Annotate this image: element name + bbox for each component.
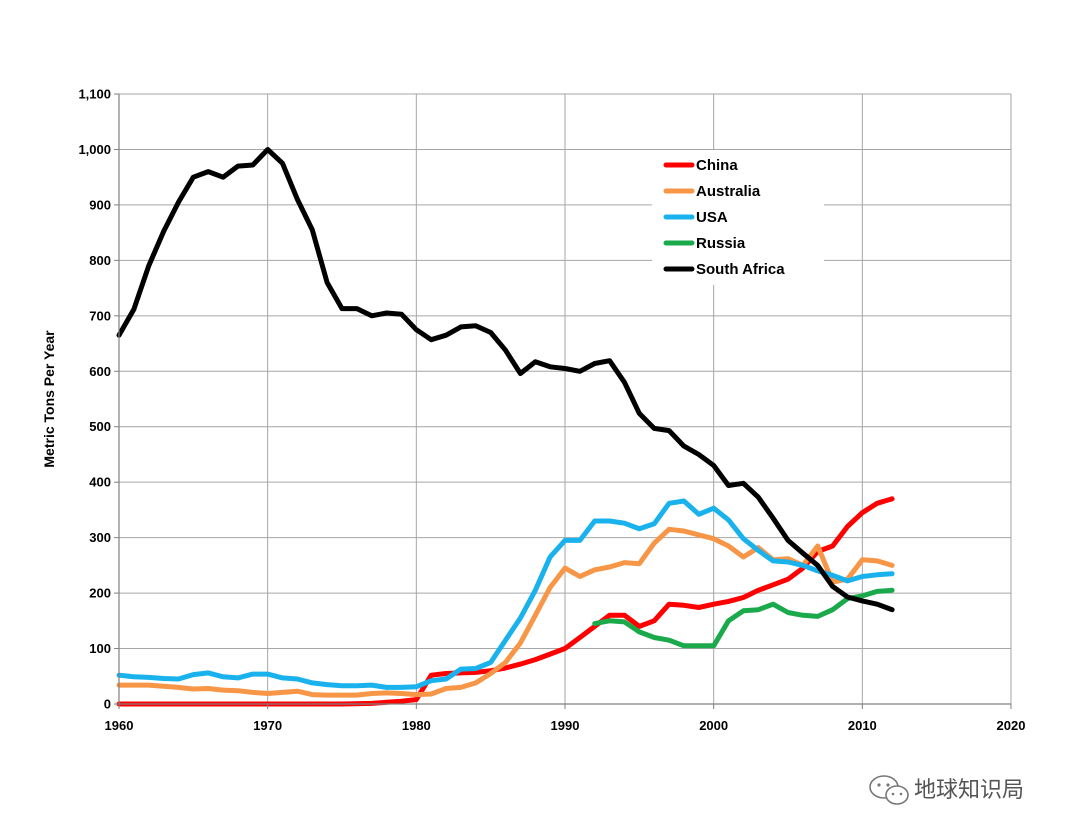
y-tick-label: 800 [89,253,111,268]
x-tick-label: 1970 [253,718,282,733]
series-line-south-africa [116,147,895,613]
y-tick-label: 300 [89,530,111,545]
series-line-china [116,496,895,707]
series-lines [116,147,895,707]
y-tick-label: 400 [89,475,111,490]
y-tick-label: 100 [89,641,111,656]
legend: China Australia USA Russia South Africa [652,150,824,285]
x-tick-label: 1980 [402,718,431,733]
x-tick-label: 2000 [699,718,728,733]
legend-label: USA [696,209,728,226]
legend-label: Australia [696,183,761,200]
y-tick-label: 900 [89,197,111,212]
y-tick-label: 1,000 [78,142,111,157]
x-tick-label: 2010 [848,718,877,733]
watermark-text: 地球知识局 [914,777,1024,802]
watermark: 地球知识局 [869,775,1024,805]
y-tick-label: 600 [89,364,111,379]
legend-label: South Africa [696,261,785,278]
y-tick-label: 1,100 [78,87,111,102]
y-tick-label: 200 [89,586,111,601]
legend-label: Russia [696,235,746,252]
legend-label: China [696,157,738,174]
x-tick-label: 1990 [551,718,580,733]
x-tick-label: 2020 [997,718,1026,733]
series-line-russia [592,587,895,649]
y-tick-label: 500 [89,419,111,434]
x-tick-label: 1960 [105,718,134,733]
y-tick-label: 700 [89,308,111,323]
gridlines [119,93,1012,704]
series-line-usa [116,498,895,690]
wechat-icon [869,775,909,805]
y-axis-title: Metric Tons Per Year [41,330,57,468]
y-tick-label: 0 [104,697,111,712]
axes: 0 100 200 300 400 500 600 700 800 900 1,000 1,100 19… [41,87,1025,734]
